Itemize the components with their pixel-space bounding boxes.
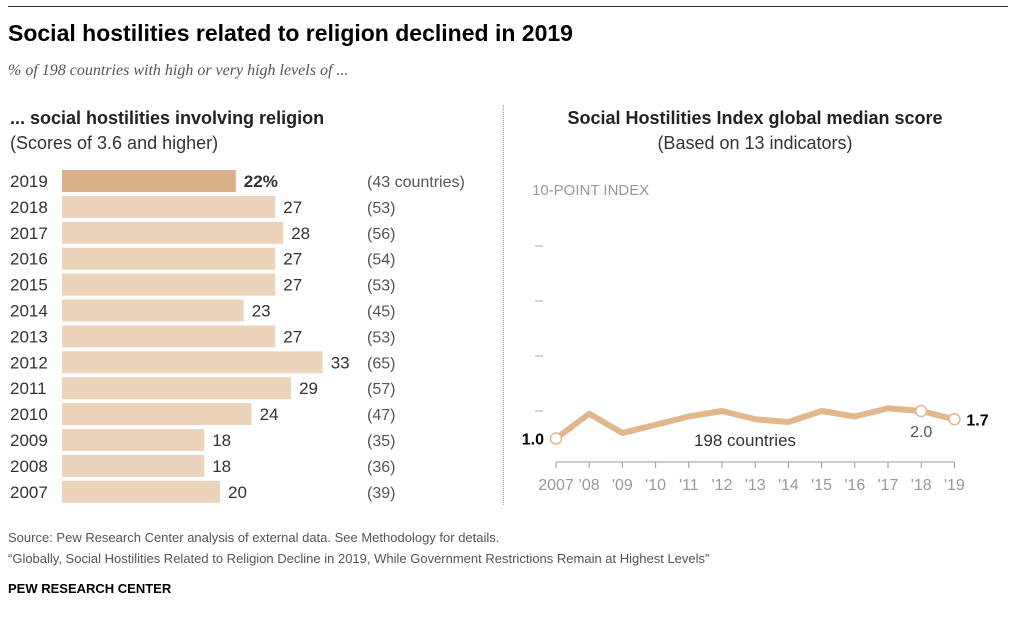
country-count-label: (54) xyxy=(367,252,395,269)
top-rule xyxy=(8,6,1008,7)
first-value-label: 1.0 xyxy=(522,432,544,449)
bar-value-label: 28 xyxy=(291,224,310,243)
year-label: 2013 xyxy=(10,327,48,346)
country-count-label: (45) xyxy=(367,304,395,321)
report-note: “Globally, Social Hostilities Related to… xyxy=(8,551,710,566)
bar-value-label: 23 xyxy=(252,302,271,321)
country-count-label: (53) xyxy=(367,200,395,217)
country-count-label: (53) xyxy=(367,278,395,295)
country-count-label: (56) xyxy=(367,226,395,243)
line-chart-title: Social Hostilities Index global median s… xyxy=(567,108,943,128)
bar-chart-title: ... social hostilities involving religio… xyxy=(10,108,325,128)
bar-value-label: 22% xyxy=(244,172,278,191)
x-tick-label: '18 xyxy=(911,477,932,494)
bar xyxy=(62,480,220,503)
bar xyxy=(62,299,244,322)
country-count-label: (39) xyxy=(367,485,395,502)
country-count-label: (53) xyxy=(367,329,395,346)
divider xyxy=(503,105,504,505)
year-label: 2009 xyxy=(10,431,48,450)
bar-value-label: 27 xyxy=(283,327,302,346)
year-label: 2007 xyxy=(10,483,48,502)
bar-value-label: 18 xyxy=(212,431,231,450)
country-count-label: (57) xyxy=(367,381,395,398)
year-label: 2010 xyxy=(10,405,48,424)
bar-value-label: 24 xyxy=(260,405,279,424)
bar-value-label: 27 xyxy=(283,276,302,295)
bar xyxy=(62,377,292,400)
x-tick-label: '14 xyxy=(778,477,799,494)
data-point xyxy=(549,432,563,445)
year-label: 2017 xyxy=(10,224,48,243)
x-tick-label: '16 xyxy=(844,477,865,494)
y-axis-label: 10-POINT INDEX xyxy=(532,182,649,199)
series-line xyxy=(554,405,956,441)
country-count-label: (36) xyxy=(367,459,395,476)
chart-subtitle: % of 198 countries with high or very hig… xyxy=(8,62,349,79)
x-tick-label: '19 xyxy=(944,477,965,494)
year-label: 2019 xyxy=(10,172,48,191)
bar xyxy=(62,170,236,192)
x-tick-label: '15 xyxy=(811,477,832,494)
data-point xyxy=(914,404,928,418)
country-count-label: (47) xyxy=(367,407,395,424)
bar-value-label: 29 xyxy=(299,379,318,398)
x-tick-label: '12 xyxy=(712,477,733,494)
bar-chart-subtitle: (Scores of 3.6 and higher) xyxy=(10,133,219,153)
x-tick-label: '11 xyxy=(679,477,699,494)
line-chart-subtitle: (Based on 13 indicators) xyxy=(657,133,853,153)
data-point xyxy=(948,413,961,426)
bar xyxy=(62,403,252,426)
x-tick-label: '08 xyxy=(579,477,600,494)
x-tick-label: '10 xyxy=(645,477,666,494)
country-count-label: (35) xyxy=(367,433,395,450)
source-note: Source: Pew Research Center analysis of … xyxy=(8,530,500,545)
x-tick-label: '13 xyxy=(745,477,766,494)
year-label: 2012 xyxy=(10,353,48,372)
bar-value-label: 18 xyxy=(212,457,231,476)
bar xyxy=(62,247,276,270)
year-label: 2011 xyxy=(10,379,47,398)
year-label: 2014 xyxy=(10,302,48,321)
x-tick-label: 2007 xyxy=(538,477,574,494)
bar-value-label: 27 xyxy=(283,198,302,217)
bar xyxy=(62,325,276,348)
chart-title: Social hostilities related to religion d… xyxy=(8,20,573,46)
year-label: 2016 xyxy=(10,250,48,269)
bar xyxy=(62,351,323,374)
2018-value-label: 2.0 xyxy=(910,424,932,441)
year-label: 2018 xyxy=(10,198,48,217)
bar-value-label: 33 xyxy=(331,353,350,372)
country-count-label: (65) xyxy=(367,355,395,372)
bar-value-label: 27 xyxy=(283,250,302,269)
bar xyxy=(62,273,276,296)
bar-value-label: 20 xyxy=(228,483,247,502)
x-tick-label: '17 xyxy=(878,477,899,494)
bar xyxy=(62,429,205,451)
year-label: 2015 xyxy=(10,276,48,295)
brand: PEW RESEARCH CENTER xyxy=(8,581,172,596)
series-label: 198 countries xyxy=(694,431,796,450)
bar xyxy=(62,454,205,477)
year-label: 2008 xyxy=(10,457,48,476)
last-value-label: 1.7 xyxy=(966,412,988,429)
bar xyxy=(62,221,284,244)
country-count-label: (43 countries) xyxy=(367,174,465,191)
bar xyxy=(62,195,276,218)
x-tick-label: '09 xyxy=(612,477,633,494)
